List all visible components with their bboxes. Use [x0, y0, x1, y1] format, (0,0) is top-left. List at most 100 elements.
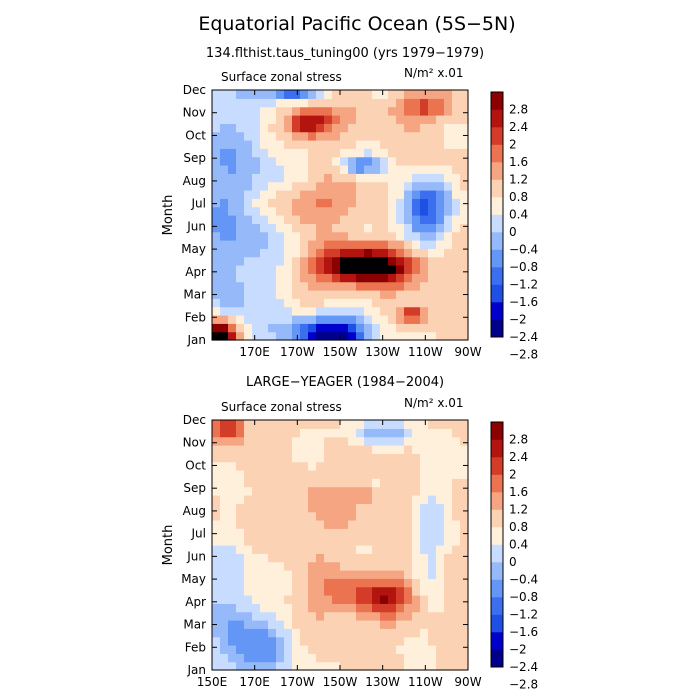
heatmap-cell: [428, 611, 437, 621]
colorbar-label: 1.6: [509, 155, 528, 169]
heatmap-cell: [420, 628, 429, 638]
heatmap-cell: [212, 645, 221, 654]
heatmap-cell: [388, 106, 397, 116]
heatmap-cell: [252, 115, 261, 124]
heatmap-cell: [316, 545, 325, 554]
heatmap-cell: [236, 520, 245, 529]
heatmap-cell: [348, 298, 357, 308]
heatmap-cell: [292, 420, 301, 429]
heatmap-cell: [300, 315, 309, 324]
heatmap-cell: [244, 611, 253, 621]
heatmap-cell: [364, 611, 373, 621]
heatmap-cell: [292, 140, 301, 149]
heatmap-cell: [460, 315, 469, 324]
heatmap-cell: [332, 420, 341, 429]
heatmap-cell: [340, 611, 349, 621]
heatmap-cell: [372, 115, 381, 124]
heatmap-cell: [212, 231, 221, 241]
heatmap-cell: [420, 653, 429, 663]
y-axis-label: Month: [161, 525, 176, 566]
heatmap-cell: [356, 315, 365, 324]
heatmap-cell: [260, 503, 269, 513]
heatmap-cell: [380, 256, 389, 266]
heatmap-cell: [308, 545, 317, 554]
heatmap-cell: [300, 520, 309, 529]
heatmap-cell: [404, 315, 413, 324]
heatmap-cell: [244, 636, 253, 646]
heatmap-cell: [244, 486, 253, 496]
heatmap-cell: [276, 123, 285, 133]
heatmap-cell: [212, 570, 221, 579]
heatmap-cell: [412, 436, 421, 446]
heatmap-cell: [220, 586, 229, 596]
heatmap-cell: [412, 428, 421, 438]
heatmap-cell: [452, 156, 461, 166]
heatmap-cell: [420, 636, 429, 646]
heatmap-cell: [364, 223, 373, 233]
heatmap-cell: [412, 561, 421, 571]
heatmap-cell: [340, 315, 349, 324]
heatmap-cell: [292, 478, 301, 488]
heatmap-cell: [412, 290, 421, 299]
heatmap-cell: [300, 298, 309, 308]
heatmap-cell: [308, 306, 317, 316]
heatmap-cell: [444, 645, 453, 654]
heatmap-cell: [340, 511, 349, 521]
heatmap-cell: [348, 428, 357, 438]
y-tick-label: Aug: [183, 174, 206, 188]
heatmap-cell: [324, 98, 333, 108]
heatmap-cell: [364, 603, 373, 613]
heatmap-cell: [236, 578, 245, 588]
heatmap-cell: [284, 140, 293, 149]
heatmap-cell: [244, 420, 253, 429]
heatmap-cell: [228, 536, 237, 546]
heatmap-cell: [324, 453, 333, 463]
heatmap-cell: [452, 603, 461, 613]
heatmap-cell: [236, 206, 245, 216]
heatmap-cell: [300, 256, 309, 266]
heatmap-cell: [268, 461, 277, 471]
heatmap-cell: [244, 131, 253, 141]
heatmap-cell: [268, 256, 277, 266]
colorbar-swatch: [491, 197, 503, 215]
heatmap-cell: [460, 520, 469, 529]
heatmap-cell: [316, 653, 325, 663]
heatmap-cell: [364, 653, 373, 663]
heatmap-cell: [228, 106, 237, 116]
heatmap-cell: [308, 156, 317, 166]
heatmap-cell: [396, 215, 405, 224]
heatmap-cell: [348, 156, 357, 166]
heatmap-cell: [324, 306, 333, 316]
colorbar-label: 2.4: [509, 450, 528, 464]
heatmap-cell: [420, 453, 429, 463]
heatmap-cell: [372, 206, 381, 216]
heatmap-cell: [268, 495, 277, 504]
heatmap-cell: [452, 323, 461, 333]
heatmap-cell: [388, 620, 397, 629]
heatmap-cell: [284, 570, 293, 579]
heatmap-cell: [332, 256, 341, 266]
heatmap-cell: [260, 611, 269, 621]
heatmap-cell: [404, 140, 413, 149]
heatmap-cell: [292, 290, 301, 299]
heatmap-cell: [228, 620, 237, 629]
heatmap-cell: [420, 595, 429, 604]
heatmap-cell: [268, 520, 277, 529]
heatmap-cell: [252, 323, 261, 333]
heatmap-cell: [284, 495, 293, 504]
heatmap-cell: [388, 123, 397, 133]
heatmap-cell: [332, 215, 341, 224]
heatmap-cell: [244, 165, 253, 174]
heatmap-cell: [460, 495, 469, 504]
heatmap-cell: [340, 265, 349, 274]
heatmap-cell: [404, 165, 413, 174]
heatmap-cell: [388, 323, 397, 333]
heatmap-cell: [356, 306, 365, 316]
heatmap-cell: [364, 265, 373, 274]
heatmap-cell: [380, 420, 389, 429]
heatmap-cell: [284, 90, 293, 99]
heatmap-cell: [364, 123, 373, 133]
heatmap-cell: [276, 470, 285, 479]
heatmap-cell: [388, 578, 397, 588]
heatmap-cell: [252, 256, 261, 266]
